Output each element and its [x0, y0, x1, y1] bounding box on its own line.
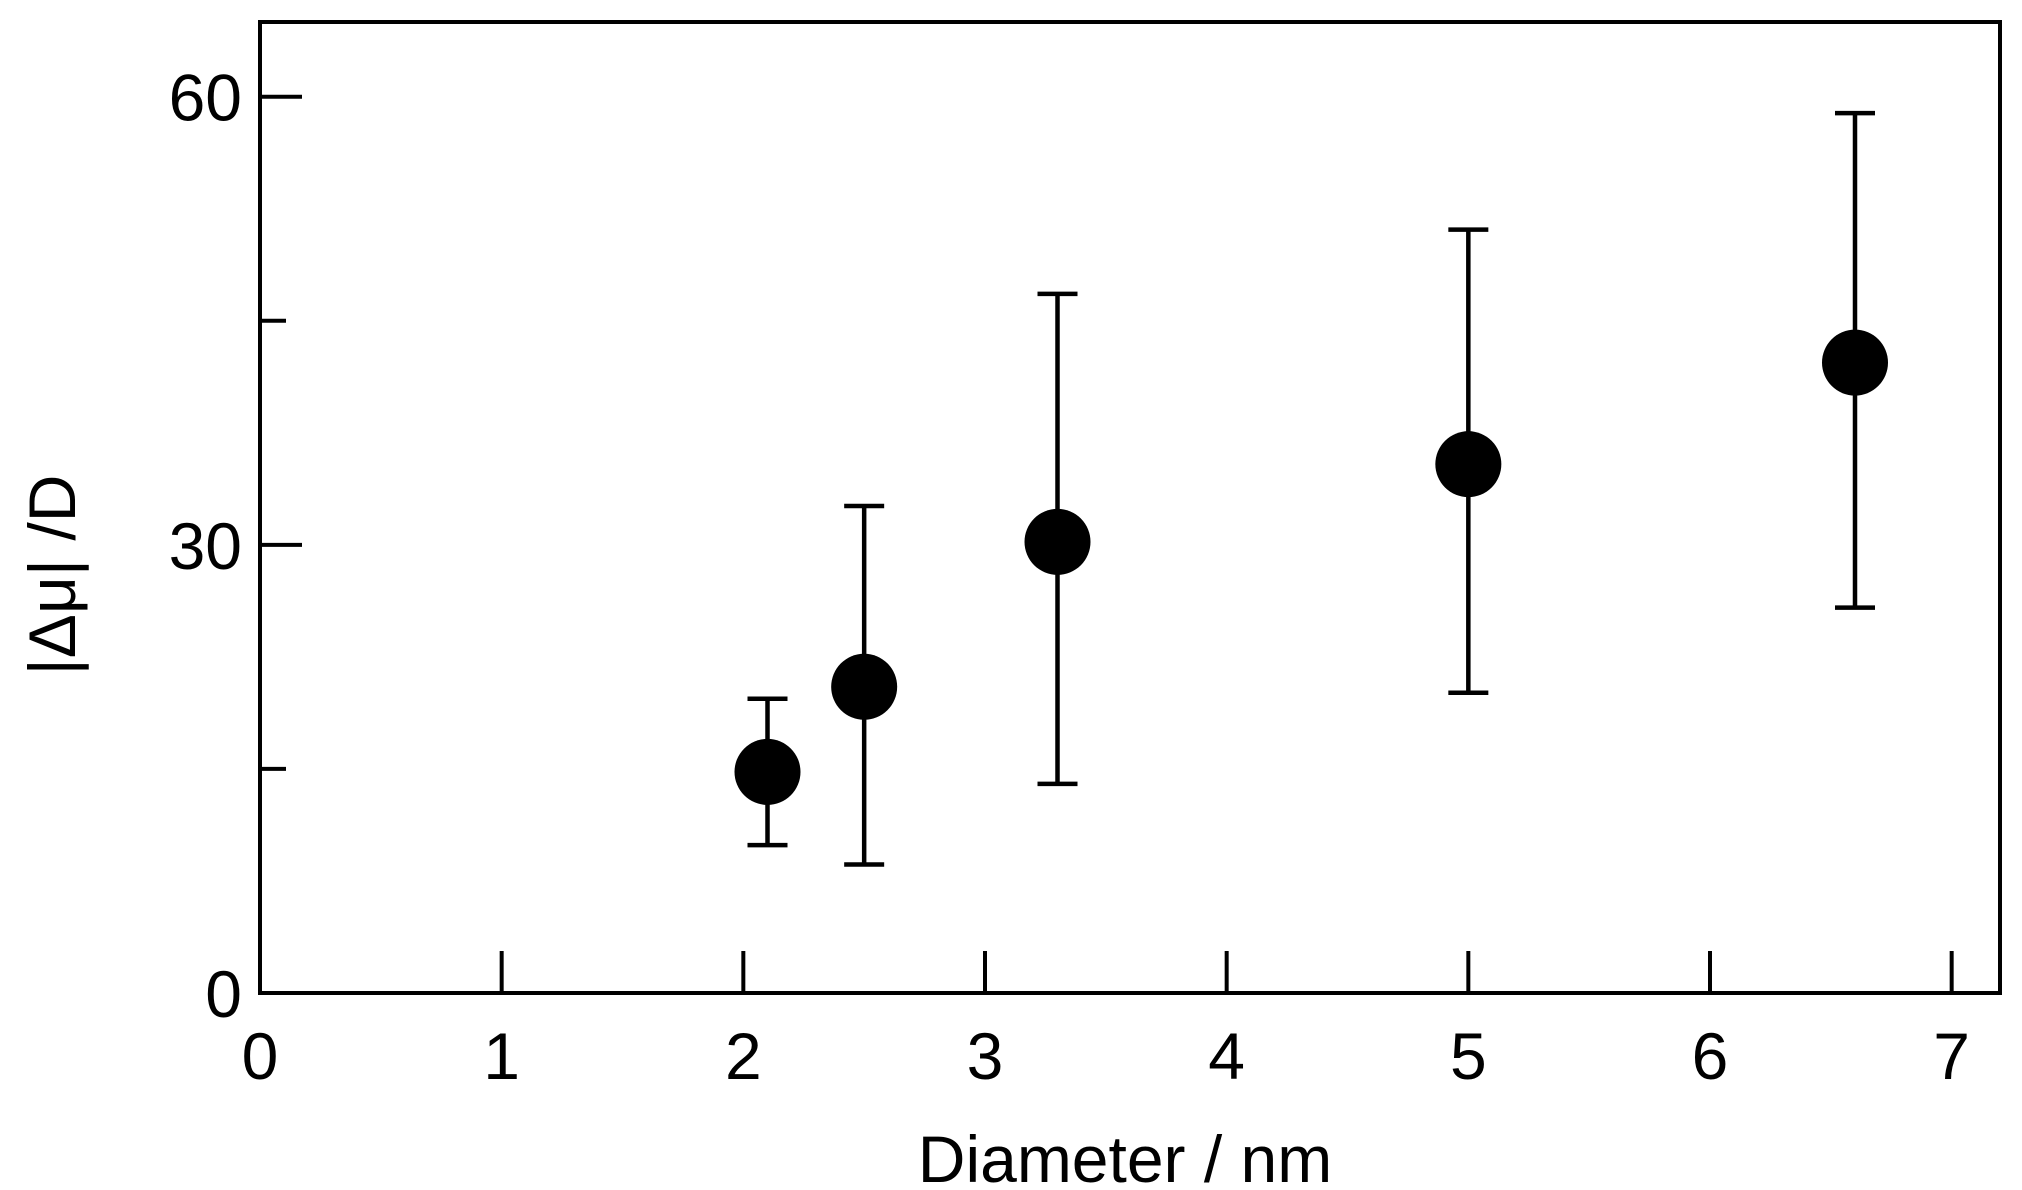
data-point-3 — [1024, 508, 1091, 575]
data-point-4 — [1435, 431, 1502, 498]
x-tick-label-2: 2 — [725, 1019, 762, 1093]
y-axis-title: |Δμ| /D — [15, 475, 89, 676]
tick-labels-layer: 0 1 2 3 4 5 6 7 0 30 60 — [169, 61, 1970, 1093]
error-bars-layer — [747, 110, 1875, 867]
data-point-5 — [1822, 329, 1888, 396]
y-tick-label-60: 60 — [169, 61, 242, 135]
x-tick-label-7: 7 — [1933, 1019, 1970, 1093]
y-tick-label-30: 30 — [169, 509, 242, 583]
data-points-layer — [734, 329, 1888, 805]
x-tick-label-3: 3 — [967, 1019, 1004, 1093]
x-axis-title: Diameter / nm — [918, 1122, 1332, 1190]
axis-ticks-layer — [258, 94, 1954, 995]
x-tick-label-1: 1 — [483, 1019, 520, 1093]
x-tick-label-0: 0 — [242, 1019, 279, 1093]
x-tick-label-4: 4 — [1208, 1019, 1245, 1093]
data-point-1 — [734, 738, 801, 805]
plot-frame — [258, 20, 2002, 995]
data-point-2 — [831, 653, 898, 720]
y-tick-label-0: 0 — [205, 957, 242, 1031]
plot-frame-layer — [258, 20, 2002, 995]
x-tick-label-6: 6 — [1692, 1019, 1729, 1093]
x-tick-label-5: 5 — [1450, 1019, 1487, 1093]
